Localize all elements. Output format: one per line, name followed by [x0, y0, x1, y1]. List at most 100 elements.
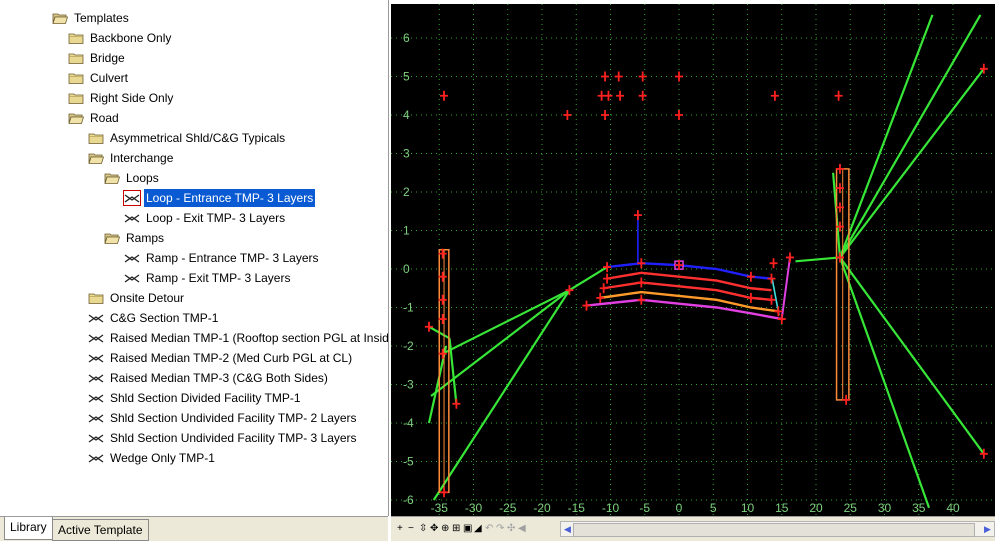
template-icon	[88, 451, 104, 465]
tree-item-label: Interchange	[110, 151, 174, 165]
tree-item-label: Raised Median TMP-3 (C&G Both Sides)	[110, 371, 328, 385]
undo-icon[interactable]: ↶	[485, 523, 494, 534]
area-icon[interactable]: ▣	[463, 523, 473, 534]
pan-icon[interactable]: ✥	[430, 523, 439, 534]
point-marker	[979, 448, 988, 459]
tree-item[interactable]: Templates	[52, 9, 131, 27]
tree-item[interactable]: Shld Section Undivided Facility TMP- 2 L…	[88, 409, 359, 427]
folder-open-icon	[104, 231, 121, 245]
tree-item[interactable]: Road	[68, 109, 121, 127]
zoom-extents-icon[interactable]: ⇳	[419, 523, 428, 534]
tab-library[interactable]: Library	[4, 517, 53, 540]
point-marker	[565, 285, 574, 296]
tree-item[interactable]: Loops	[104, 169, 161, 187]
tree-item[interactable]: Ramp - Entrance TMP- 3 Layers	[124, 249, 321, 267]
template-icon	[123, 190, 141, 206]
point-marker	[604, 90, 613, 101]
tree-item[interactable]: Asymmetrical Shld/C&G Typicals	[88, 129, 287, 147]
tree-item[interactable]: Wedge Only TMP-1	[88, 449, 217, 467]
redo-icon[interactable]: ↷	[496, 523, 505, 534]
point-marker	[834, 90, 843, 101]
tree-item-label: Ramps	[126, 231, 165, 245]
tree-item-label: Shld Section Undivided Facility TMP- 3 L…	[110, 431, 357, 445]
point-marker	[774, 306, 783, 317]
point-marker	[424, 321, 433, 332]
point-marker	[767, 294, 776, 305]
tree-item-label: Loops	[126, 171, 159, 185]
tools-icon[interactable]: ✣	[507, 523, 516, 534]
tree-item-label: Raised Median TMP-1 (Rooftop section PGL…	[110, 331, 389, 345]
tree-item-label: Onsite Detour	[110, 291, 185, 305]
horizontal-scrollbar[interactable]: ◀ ▶	[560, 521, 995, 537]
x-tick-label: -5	[639, 501, 650, 515]
tree-item[interactable]: Loop - Entrance TMP- 3 Layers	[123, 189, 316, 207]
tree-item[interactable]: Culvert	[68, 69, 130, 87]
y-tick-label: -6	[403, 493, 414, 507]
zoom-in-icon[interactable]: +	[397, 523, 403, 534]
y-tick-label: 1	[403, 224, 410, 238]
point-marker	[637, 277, 646, 288]
scroll-thumb[interactable]	[573, 523, 975, 537]
tree-item[interactable]: Shld Section Undivided Facility TMP- 3 L…	[88, 429, 359, 447]
point-marker	[601, 71, 610, 82]
window-icon[interactable]: ⊕	[441, 523, 450, 534]
template-viewer[interactable]: -35 -30 -25 -20 -15 -10 -5 0 5 10 15 20 25 30 35 40 6 5 4 3…	[391, 4, 995, 516]
tree-item-label: Road	[90, 111, 119, 125]
tree-item[interactable]: C&G Section TMP-1	[88, 309, 220, 327]
zoom-out-icon[interactable]: −	[408, 523, 414, 534]
tree-item-label: Bridge	[90, 51, 125, 65]
point-marker	[767, 273, 776, 284]
tree-item[interactable]: Right Side Only	[68, 89, 175, 107]
point-marker	[770, 90, 779, 101]
template-icon	[88, 351, 104, 365]
point-marker	[979, 63, 988, 74]
scroll-right-icon[interactable]: ▶	[984, 524, 991, 534]
point-marker	[438, 314, 447, 325]
pavement-layer-surface	[606, 271, 772, 292]
fit-icon[interactable]: ⊞	[452, 523, 461, 534]
template-icon	[88, 311, 104, 325]
component-line	[427, 345, 448, 424]
tree-item-label: Raised Median TMP-2 (Med Curb PGL at CL)	[110, 351, 353, 365]
point-marker	[842, 394, 851, 405]
scroll-left-icon[interactable]: ◀	[564, 524, 571, 534]
tree-item[interactable]: Loop - Exit TMP- 3 Layers	[124, 209, 287, 227]
point-marker	[440, 90, 449, 101]
tree-item[interactable]: Backbone Only	[68, 29, 173, 47]
point-marker	[440, 487, 449, 498]
tree-item[interactable]: Ramp - Exit TMP- 3 Layers	[124, 269, 292, 287]
tree-item[interactable]: Raised Median TMP-1 (Rooftop section PGL…	[88, 329, 389, 347]
point-marker	[835, 183, 844, 194]
tree-item[interactable]: Interchange	[88, 149, 175, 167]
folder-icon	[68, 31, 84, 45]
tree-item[interactable]: Ramps	[104, 229, 166, 247]
tree-item-label: Right Side Only	[90, 91, 174, 105]
scroll-left-icon[interactable]: ◀	[518, 523, 526, 534]
tab-active-template[interactable]: Active Template	[52, 519, 149, 541]
point-marker	[633, 210, 642, 221]
measure-icon[interactable]: ◢	[474, 523, 482, 534]
point-marker	[596, 292, 605, 303]
point-marker	[769, 258, 778, 269]
tree-item-label: Templates	[74, 11, 129, 25]
tree-item[interactable]: Raised Median TMP-3 (C&G Both Sides)	[88, 369, 330, 387]
tree-item[interactable]: Onsite Detour	[88, 289, 186, 307]
pavement-layer-bottom	[586, 298, 782, 321]
point-marker	[785, 252, 794, 263]
tree-item[interactable]: Raised Median TMP-2 (Med Curb PGL at CL)	[88, 349, 354, 367]
point-marker	[746, 271, 755, 282]
template-icon	[88, 411, 104, 425]
folder-open-icon	[52, 11, 69, 25]
y-tick-label: -5	[403, 455, 414, 469]
x-tick-label: -20	[533, 501, 551, 515]
x-tick-label: -35	[431, 501, 449, 515]
y-tick-label: -4	[403, 416, 414, 430]
template-icon	[124, 251, 140, 265]
component-line	[839, 256, 985, 455]
component-line	[838, 14, 934, 258]
tree-item-label: Ramp - Entrance TMP- 3 Layers	[146, 251, 319, 265]
tree-item[interactable]: Shld Section Divided Facility TMP-1	[88, 389, 303, 407]
tree-item[interactable]: Bridge	[68, 49, 127, 67]
component-line	[448, 338, 458, 404]
point-marker	[438, 348, 447, 359]
